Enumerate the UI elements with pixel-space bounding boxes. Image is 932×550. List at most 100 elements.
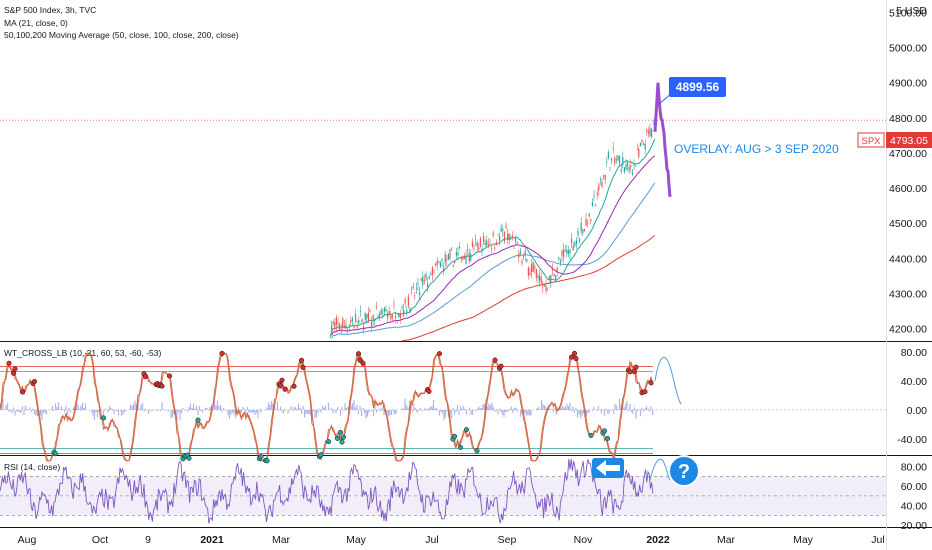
- candle-body: [590, 219, 592, 222]
- candle-body: [622, 156, 624, 166]
- candle-body: [431, 267, 433, 275]
- candle-body: [492, 232, 494, 236]
- price-tick-label: 4800.00: [889, 113, 927, 125]
- candle-body: [470, 254, 472, 261]
- arrow-left-icon: [592, 458, 624, 478]
- question-circle-icon[interactable]: ?: [668, 455, 700, 487]
- wt-bear-dot: [291, 383, 297, 389]
- candle-body: [612, 148, 614, 149]
- ma21-line: [329, 138, 656, 339]
- candle-body: [438, 261, 440, 263]
- wt-bear-dot: [633, 364, 639, 370]
- candle-body: [545, 285, 547, 292]
- time-axis[interactable]: Aug Oct 9 2021 Mar May Jul Sep Nov 2022 Mar May Jul: [18, 534, 885, 546]
- wt-bull-dot: [100, 415, 107, 421]
- price-tick-label: 4700.00: [889, 148, 927, 160]
- candle-body: [335, 317, 337, 326]
- candle-body: [591, 202, 593, 207]
- wt-bear-dot: [142, 374, 149, 380]
- candle-body: [420, 278, 422, 281]
- candle-body: [566, 249, 568, 254]
- price-axis[interactable]: 5100.00 5000.00 4900.00 4800.00 4700.00 4600.…: [889, 7, 927, 335]
- candle-body: [430, 273, 432, 276]
- wt-bull-dot: [325, 439, 332, 445]
- candle-body: [606, 161, 608, 162]
- candle-body: [399, 313, 401, 318]
- candle-body: [367, 312, 369, 323]
- candle-body: [547, 287, 549, 289]
- candle-body: [531, 264, 533, 273]
- candle-body: [425, 274, 427, 279]
- ma100-line: [331, 182, 656, 339]
- candle-body: [377, 316, 379, 318]
- rsi-axis[interactable]: 80.00 60.00 40.00 20.00: [901, 462, 927, 532]
- candlestick-series: [331, 115, 656, 335]
- candle-body: [433, 272, 435, 274]
- candle-body: [364, 313, 366, 320]
- candle-body: [383, 307, 385, 313]
- candle-body: [382, 312, 384, 314]
- candle-body: [460, 258, 462, 260]
- candle-body: [454, 261, 456, 264]
- candle-body: [652, 120, 654, 121]
- candle-body: [601, 181, 603, 188]
- wt-bear-dot: [492, 357, 498, 363]
- candle-body: [588, 213, 590, 216]
- candle-body: [350, 320, 352, 323]
- time-tick-label: Mar: [717, 534, 736, 546]
- candle-body: [508, 233, 510, 241]
- candle-body: [620, 168, 622, 172]
- last-price-value: 4793.05: [890, 135, 928, 147]
- candle-body: [523, 255, 525, 257]
- candle-body: [582, 230, 584, 234]
- rsi-legend[interactable]: RSI (14, close): [4, 462, 61, 472]
- overlay-series: [653, 82, 672, 198]
- symbol-legend[interactable]: S&P 500 Index, 3h, TVC: [4, 5, 97, 15]
- wt-bear-dot: [282, 386, 288, 392]
- candle-body: [607, 152, 609, 158]
- wt-legend[interactable]: WT_CROSS_LB (10, 21, 60, 53, -60, -53): [4, 348, 162, 358]
- candle-body: [502, 228, 504, 231]
- ma3-legend[interactable]: 50,100,200 Moving Average (50, close, 10…: [4, 30, 239, 40]
- candle-body: [609, 167, 611, 168]
- candle-body: [510, 239, 512, 241]
- wt-bull-dot: [339, 439, 345, 445]
- wt-bear-dot: [627, 369, 633, 375]
- candle-body: [447, 253, 449, 260]
- candle-body: [507, 233, 509, 241]
- wt-bull-dot: [474, 448, 480, 454]
- wt-bear-dot: [19, 389, 26, 395]
- candle-body: [428, 276, 430, 279]
- candle-body: [479, 238, 481, 247]
- wt-bear-dot: [166, 373, 173, 379]
- candle-body: [599, 179, 601, 181]
- currency-label[interactable]: 5 USD: [896, 5, 927, 17]
- wt-tick-label: 40.00: [901, 376, 927, 388]
- peak-callout[interactable]: 4899.56: [658, 77, 726, 105]
- candle-body: [646, 130, 648, 132]
- symbol-badge: SPX: [861, 136, 881, 147]
- wt-axis[interactable]: 80.00 40.00 0.00 -40.00: [897, 347, 927, 446]
- ma-legend[interactable]: MA (21, close, 0): [4, 18, 68, 28]
- candle-body: [476, 242, 478, 247]
- candle-body: [623, 167, 625, 172]
- wt-bull-dot: [588, 432, 594, 438]
- wt-bear-dot: [360, 360, 366, 366]
- wt-bull-dot: [457, 444, 464, 451]
- candle-body: [419, 292, 421, 296]
- candle-body: [505, 225, 507, 228]
- wt-bear-dot: [219, 350, 225, 356]
- candle-body: [489, 242, 491, 244]
- candle-body: [617, 155, 619, 161]
- candle-body: [553, 273, 555, 276]
- candle-body: [391, 315, 393, 318]
- candle-body: [558, 257, 560, 260]
- candle-body: [483, 235, 485, 243]
- time-tick-label: 9: [145, 534, 151, 546]
- time-tick-label: Jul: [871, 534, 884, 546]
- peak-value-label: 4899.56: [676, 80, 720, 94]
- wt-bull-dot: [186, 455, 192, 461]
- time-tick-label: Jul: [425, 534, 438, 546]
- candle-body: [571, 238, 573, 243]
